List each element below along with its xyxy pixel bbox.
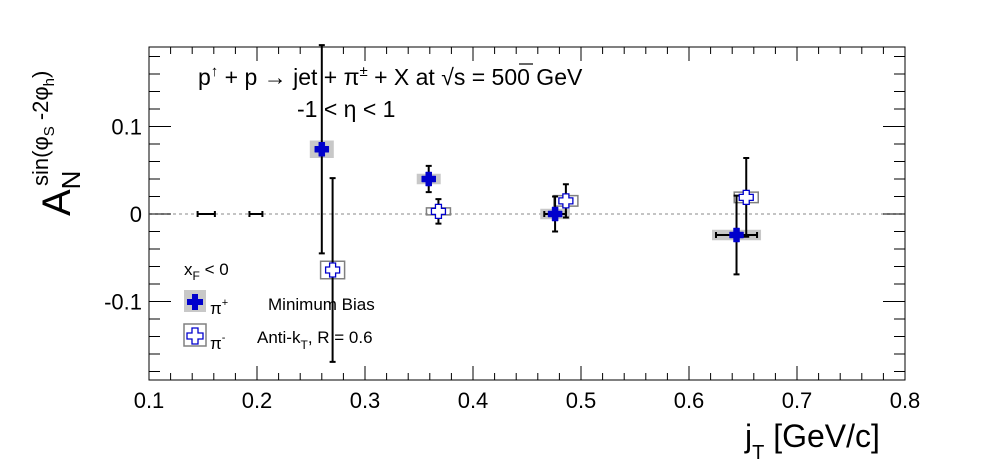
data-point-pi-minus <box>558 193 574 209</box>
data-point-pi-minus <box>324 262 341 278</box>
data-point-pi-plus <box>421 171 436 187</box>
x-tick-label: 0.4 <box>458 388 489 413</box>
y-tick-label: -0.1 <box>104 290 142 315</box>
x-tick-label: 0.3 <box>350 388 381 413</box>
y-tick-label: 0 <box>130 202 142 227</box>
legend: xF < 0 π+ Minimum Bias π- Anti-kT, R = 0… <box>183 260 375 353</box>
x-tick-label: 0.2 <box>242 388 273 413</box>
svg-text:sin(φS -2φh): sin(φS -2φh) <box>28 71 58 186</box>
legend-minimum-bias: Minimum Bias <box>268 295 375 314</box>
data-markers <box>314 142 754 278</box>
data-point-pi-minus <box>738 189 754 206</box>
data-point-pi-minus <box>430 203 447 220</box>
x-axis-label: jT [GeV/c] <box>744 418 880 464</box>
legend-header: xF < 0 <box>184 260 229 283</box>
data-point-pi-plus <box>547 206 563 222</box>
x-tick-label: 0.1 <box>134 388 165 413</box>
error-bars <box>196 44 759 363</box>
x-axis-ticks: 0.1 0.2 0.3 0.4 0.5 0.6 0.7 0.8 <box>134 47 921 413</box>
data-point-pi-plus <box>729 227 744 243</box>
x-tick-label: 0.7 <box>782 388 813 413</box>
legend-label-pi-minus: π- <box>210 332 226 353</box>
x-tick-label: 0.6 <box>674 388 705 413</box>
y-axis-label: AN sin(φS -2φh) <box>28 71 86 216</box>
y-axis-ticks: -0.1 0 0.1 <box>104 56 905 372</box>
svg-text:AN: AN <box>35 171 86 216</box>
x-tick-label: 0.8 <box>890 388 921 413</box>
legend-label-pi-plus: π+ <box>210 297 228 318</box>
data-point-pi-plus <box>314 142 330 157</box>
x-tick-label: 0.5 <box>566 388 597 413</box>
legend-swatch-pi-minus-marker <box>186 327 204 345</box>
systematic-boxes <box>309 140 762 280</box>
legend-swatch-pi-minus-box <box>183 323 207 347</box>
legend-antikt: Anti-kT, R = 0.6 <box>257 328 373 352</box>
chart-title-line2: -1 < η < 1 <box>297 96 395 122</box>
legend-swatch-pi-plus-marker <box>187 294 203 310</box>
chart-title-line1: p↑ + p → jet + π± + X at √s = 500 GeV <box>198 63 583 90</box>
y-tick-label: 0.1 <box>111 115 142 140</box>
